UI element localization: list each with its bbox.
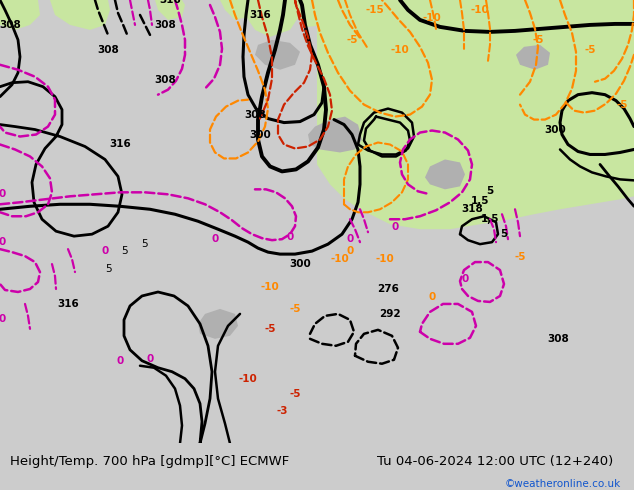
Text: 1,5: 1,5	[481, 214, 499, 224]
Polygon shape	[220, 0, 252, 20]
Text: -5: -5	[264, 324, 276, 334]
Text: 0: 0	[146, 354, 153, 364]
Text: 0: 0	[0, 314, 6, 324]
Text: 316: 316	[109, 140, 131, 149]
Polygon shape	[580, 0, 634, 30]
Text: -5: -5	[533, 35, 544, 45]
Polygon shape	[50, 0, 110, 30]
Polygon shape	[317, 0, 634, 229]
Text: 308: 308	[547, 334, 569, 344]
Text: 0: 0	[101, 246, 108, 256]
Polygon shape	[308, 117, 362, 152]
Text: 0: 0	[0, 189, 6, 199]
Text: Tu 04-06-2024 12:00 UTC (12+240): Tu 04-06-2024 12:00 UTC (12+240)	[377, 455, 614, 467]
Text: -5: -5	[514, 252, 526, 262]
Text: 0: 0	[211, 234, 219, 244]
Text: -5: -5	[346, 35, 358, 45]
Text: 308: 308	[0, 20, 21, 30]
Text: -5: -5	[289, 389, 301, 399]
Text: 316: 316	[159, 0, 181, 5]
Text: 0: 0	[462, 274, 469, 284]
Text: 300: 300	[289, 259, 311, 269]
Text: 308: 308	[154, 74, 176, 85]
Text: 0: 0	[391, 222, 399, 232]
Polygon shape	[290, 0, 330, 27]
Text: 316: 316	[57, 299, 79, 309]
Text: -5: -5	[585, 45, 596, 55]
Text: 5: 5	[122, 246, 128, 256]
Text: 318: 318	[461, 204, 483, 214]
Polygon shape	[425, 159, 465, 189]
Text: 0: 0	[287, 232, 294, 242]
Text: 308: 308	[244, 110, 266, 120]
Text: -5: -5	[289, 304, 301, 314]
Text: 5: 5	[486, 186, 494, 196]
Polygon shape	[516, 45, 550, 70]
Text: -10: -10	[261, 282, 280, 292]
Text: 300: 300	[249, 129, 271, 140]
Polygon shape	[255, 40, 300, 70]
Text: 0: 0	[346, 246, 354, 256]
Text: 5: 5	[500, 229, 508, 239]
Polygon shape	[410, 0, 445, 25]
Text: -10: -10	[330, 254, 349, 264]
Text: -10: -10	[470, 5, 489, 15]
Text: -10: -10	[391, 45, 410, 55]
Text: -10: -10	[375, 254, 394, 264]
Polygon shape	[350, 0, 405, 37]
Text: -10: -10	[423, 13, 441, 23]
Polygon shape	[480, 0, 540, 37]
Text: Height/Temp. 700 hPa [gdmp][°C] ECMWF: Height/Temp. 700 hPa [gdmp][°C] ECMWF	[10, 455, 288, 467]
Polygon shape	[240, 0, 305, 37]
Text: 5: 5	[141, 239, 148, 249]
Polygon shape	[198, 309, 238, 339]
Text: -5: -5	[616, 99, 628, 110]
Text: ©weatheronline.co.uk: ©weatheronline.co.uk	[505, 479, 621, 490]
Text: 0: 0	[117, 356, 124, 366]
Text: 0: 0	[346, 234, 354, 244]
Text: 308: 308	[97, 45, 119, 55]
Polygon shape	[155, 0, 185, 20]
Text: 0: 0	[429, 292, 436, 302]
Text: -15: -15	[366, 5, 384, 15]
Polygon shape	[0, 0, 40, 30]
Text: 276: 276	[377, 284, 399, 294]
Text: -3: -3	[276, 406, 288, 416]
Text: 300: 300	[544, 124, 566, 135]
Text: 0: 0	[0, 237, 6, 247]
Text: 292: 292	[379, 309, 401, 319]
Text: 308: 308	[154, 20, 176, 30]
Text: 316: 316	[249, 10, 271, 20]
Text: 5: 5	[105, 264, 112, 274]
Text: 1,5: 1,5	[471, 196, 489, 206]
Text: -10: -10	[238, 374, 257, 384]
